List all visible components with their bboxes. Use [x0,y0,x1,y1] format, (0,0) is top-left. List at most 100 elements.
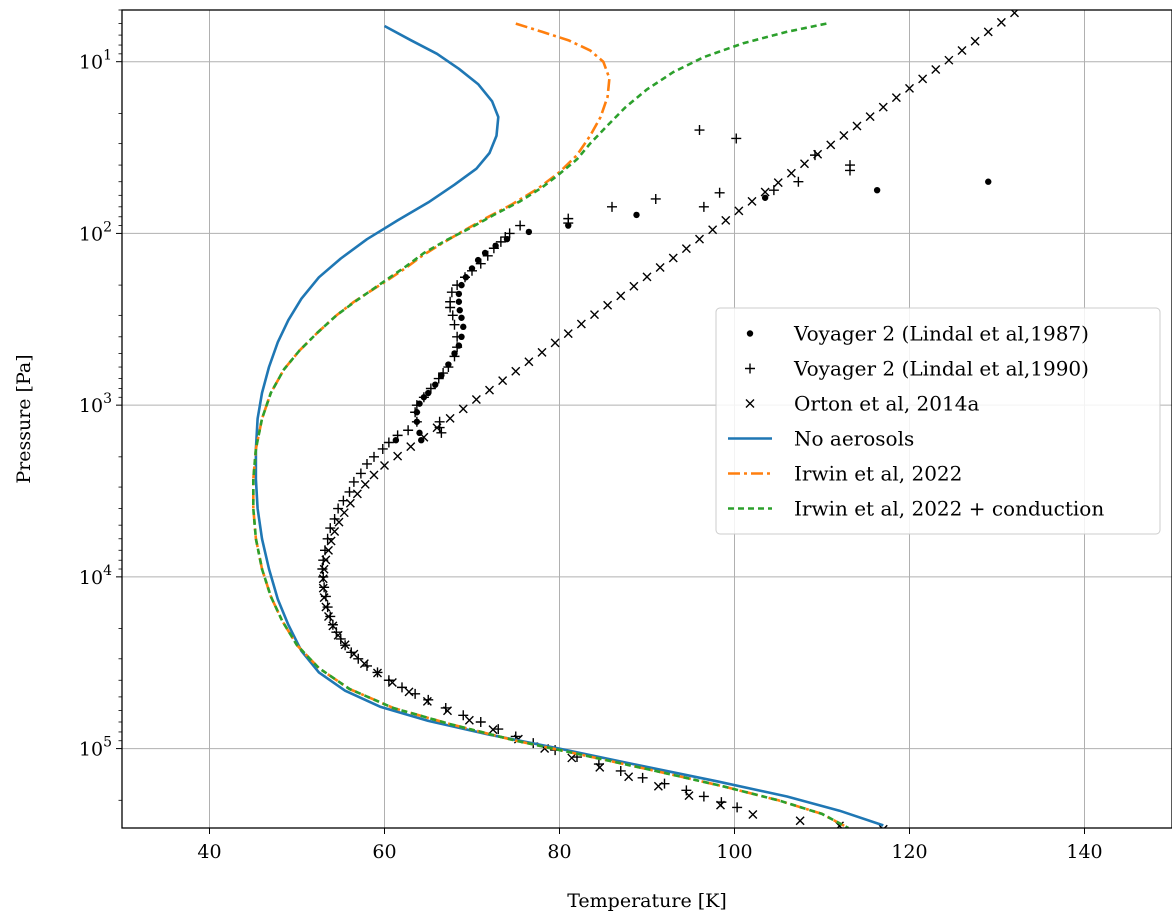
data-point [333,630,343,640]
data-point [731,133,742,144]
data-point [681,244,691,254]
legend-item: Orton et al, 2014a [745,392,979,416]
data-point [607,201,617,212]
axes-frame [121,9,1172,829]
data-point [338,495,349,506]
legend-item: No aerosols [728,427,914,451]
data-point [328,621,338,631]
data-point [590,310,599,320]
data-point [340,640,350,650]
data-point [353,653,364,664]
data-point [698,791,709,802]
legend-label: Irwin et al, 2022 [794,462,962,486]
data-point [655,263,665,273]
data-point [321,555,331,565]
data-point [387,677,397,687]
data-point [957,45,967,55]
data-point [339,508,349,518]
data-point [436,427,447,438]
data-point [511,366,521,376]
data-point [397,682,407,693]
data-point [515,220,526,231]
data-point [944,55,954,65]
data-point [576,319,586,329]
data-point [344,486,355,497]
data-point [319,564,329,574]
data-point [905,83,914,93]
data-point [425,383,436,394]
data-point [392,430,403,441]
data-point [891,93,901,103]
legend-label: Irwin et al, 2022 + conduction [794,497,1104,521]
legend-marker [745,363,755,374]
x-tick-label: 60 [372,841,396,863]
data-point [698,201,709,212]
data-point [383,437,394,448]
data-point [475,258,486,269]
x-tick-label: 80 [547,841,571,863]
data-point [349,649,359,659]
data-point [411,416,422,427]
data-point [716,800,725,810]
data-point [550,338,560,348]
data-point [325,611,336,622]
data-point [845,165,855,176]
data-point [406,442,416,452]
data-point [918,74,928,84]
data-point [873,186,881,194]
data-point [432,423,442,433]
data-point [488,243,499,254]
data-point [348,476,359,487]
x-tick-label: 120 [891,841,927,863]
data-point [329,513,340,524]
x-axis: 40 60 80 100 120 140 [197,828,1103,863]
data-point [475,716,486,727]
data-point [747,196,757,206]
data-point [653,781,663,791]
data-point [474,256,482,264]
y-tick-label: 103 [79,391,112,417]
data-point [452,280,463,291]
data-point [377,443,388,454]
legend-label: Voyager 2 (Lindal et al,1987) [793,322,1089,346]
data-point [393,451,403,461]
data-point [493,724,504,735]
data-point [495,236,506,247]
data-point [878,824,888,828]
data-point [865,112,875,122]
x-tick-label: 140 [1066,841,1102,863]
data-point [456,307,463,314]
data-point [369,451,379,462]
data-point [318,571,329,582]
data-point [488,725,498,735]
data-point [695,234,704,244]
data-point [326,536,336,546]
data-point [684,791,694,801]
data-point [446,287,457,298]
data-point [563,329,573,339]
series-0 [392,178,992,444]
data-point [878,102,888,112]
data-point [748,810,758,820]
data-point [793,176,804,187]
data-point [369,470,379,480]
data-point [445,413,455,423]
data-point [567,753,577,763]
y-tick-label: 104 [79,563,112,589]
legend-item: Irwin et al, 2022 [728,462,962,486]
y-tick-label: 105 [79,735,112,761]
data-point [460,323,467,331]
data-point [460,272,470,283]
data-point [360,479,370,489]
data-point [418,392,429,403]
data-point [786,168,796,178]
data-point [333,503,344,514]
data-point [362,458,372,469]
legend-label: Voyager 2 (Lindal et al,1990) [793,357,1089,381]
legend: Voyager 2 (Lindal et al,1987) Voyager 2 (… [715,307,1161,535]
data-point [721,215,731,225]
legend-item: Voyager 2 (Lindal et al,1987) [746,322,1089,346]
data-point [970,36,980,46]
legend-marker [745,399,755,408]
